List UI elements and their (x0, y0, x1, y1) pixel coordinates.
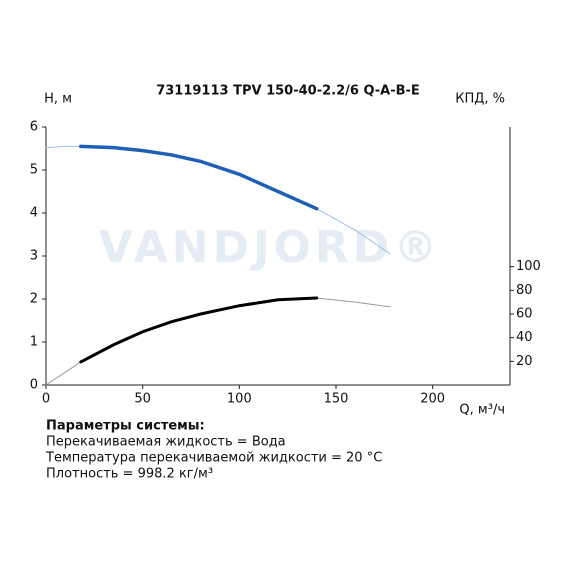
y2-tick-label: 20 (516, 354, 533, 369)
curve (79, 296, 319, 364)
y-tick-label: 3 (30, 249, 38, 264)
x-tick-label: 200 (420, 392, 445, 407)
y-axis-label: H, м (44, 92, 72, 107)
y-tick-label: 5 (30, 163, 38, 178)
x-tick-label: 150 (324, 392, 349, 407)
x-tick-label: 50 (134, 392, 151, 407)
watermark: VANDJORD® (99, 222, 442, 273)
y2-tick-label: 40 (516, 330, 533, 345)
chart-title: 73119113 TPV 150-40-2.2/6 Q-A-B-E (156, 84, 420, 99)
y2-tick-label: 100 (516, 259, 541, 274)
y-tick-label: 1 (30, 335, 38, 350)
y2-tick-label: 60 (516, 306, 533, 321)
param-line: Температура перекачиваемой жидкости = 20… (45, 451, 382, 466)
y-tick-label: 4 (30, 206, 38, 221)
y-tick-label: 6 (30, 120, 38, 135)
y-tick-label: 2 (30, 292, 38, 307)
params-heading: Параметры системы: (46, 419, 205, 434)
curve (45, 361, 82, 386)
curve (45, 145, 82, 149)
x-tick-label: 100 (227, 392, 252, 407)
x-tick-label: 0 (42, 392, 50, 407)
curve (316, 297, 391, 308)
y-tick-label: 0 (30, 378, 38, 393)
x-axis-label: Q, м³/ч (459, 403, 505, 418)
y2-axis-label: КПД, % (455, 92, 505, 107)
param-line: Плотность = 998.2 кг/м³ (46, 467, 213, 482)
curve (316, 208, 391, 255)
param-line: Перекачиваемая жидкость = Вода (46, 435, 286, 450)
y2-tick-label: 80 (516, 283, 533, 298)
curve (79, 144, 319, 211)
